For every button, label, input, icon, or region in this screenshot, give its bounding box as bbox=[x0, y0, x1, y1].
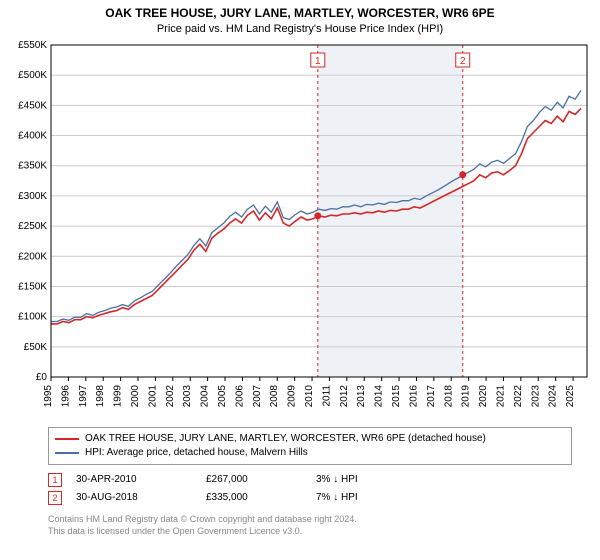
svg-text:2019: 2019 bbox=[461, 385, 472, 408]
svg-text:£100K: £100K bbox=[18, 312, 47, 323]
svg-text:£150K: £150K bbox=[18, 281, 47, 292]
chart-area: £0 £50K £100K £150K £200K £250K £300K £350K £400… bbox=[5, 39, 595, 419]
transaction-price-2: £335,000 bbox=[206, 489, 316, 507]
legend-item-property: OAK TREE HOUSE, JURY LANE, MARTLEY, WORC… bbox=[55, 432, 565, 446]
svg-text:2022: 2022 bbox=[513, 385, 524, 408]
svg-text:£550K: £550K bbox=[18, 40, 47, 51]
svg-text:2008: 2008 bbox=[269, 385, 280, 408]
svg-text:2017: 2017 bbox=[426, 385, 437, 408]
svg-text:£250K: £250K bbox=[18, 221, 47, 232]
svg-text:1999: 1999 bbox=[113, 385, 124, 408]
svg-text:2001: 2001 bbox=[147, 385, 158, 408]
svg-text:£450K: £450K bbox=[18, 100, 47, 111]
svg-text:2010: 2010 bbox=[304, 385, 315, 408]
footer-attribution: Contains HM Land Registry data © Crown c… bbox=[48, 513, 572, 537]
transaction-hpi-1: 3% ↓ HPI bbox=[316, 471, 426, 489]
svg-text:2004: 2004 bbox=[200, 385, 211, 408]
svg-text:£50K: £50K bbox=[24, 342, 48, 353]
svg-text:£350K: £350K bbox=[18, 161, 47, 172]
svg-text:2025: 2025 bbox=[565, 385, 576, 408]
legend-label-property: OAK TREE HOUSE, JURY LANE, MARTLEY, WORC… bbox=[85, 432, 486, 446]
svg-text:1998: 1998 bbox=[95, 385, 106, 408]
transactions-table: 1 30-APR-2010 £267,000 3% ↓ HPI 2 30-AUG… bbox=[48, 471, 572, 507]
svg-text:2021: 2021 bbox=[495, 385, 506, 408]
svg-text:£400K: £400K bbox=[18, 131, 47, 142]
svg-text:2011: 2011 bbox=[321, 385, 332, 407]
svg-text:2012: 2012 bbox=[339, 385, 350, 408]
svg-text:2015: 2015 bbox=[391, 385, 402, 408]
chart-subtitle: Price paid vs. HM Land Registry's House … bbox=[0, 20, 600, 39]
svg-text:2006: 2006 bbox=[234, 385, 245, 408]
svg-text:2: 2 bbox=[460, 56, 466, 67]
transaction-marker-1: 1 bbox=[48, 473, 62, 487]
transaction-row-1: 1 30-APR-2010 £267,000 3% ↓ HPI bbox=[48, 471, 572, 489]
svg-text:2020: 2020 bbox=[478, 385, 489, 408]
transaction-row-2: 2 30-AUG-2018 £335,000 7% ↓ HPI bbox=[48, 489, 572, 507]
legend-swatch-hpi bbox=[55, 452, 79, 454]
svg-text:1: 1 bbox=[315, 56, 321, 67]
transaction-price-1: £267,000 bbox=[206, 471, 316, 489]
svg-text:2023: 2023 bbox=[530, 385, 541, 408]
legend-label-hpi: HPI: Average price, detached house, Malv… bbox=[85, 446, 308, 460]
svg-text:2014: 2014 bbox=[374, 385, 385, 408]
svg-text:2016: 2016 bbox=[408, 385, 419, 408]
legend-item-hpi: HPI: Average price, detached house, Malv… bbox=[55, 446, 565, 460]
svg-text:2013: 2013 bbox=[356, 385, 367, 408]
transaction-marker-2: 2 bbox=[48, 491, 62, 505]
svg-text:2003: 2003 bbox=[182, 385, 193, 408]
svg-text:1995: 1995 bbox=[43, 385, 54, 408]
transaction-date-2: 30-AUG-2018 bbox=[76, 489, 206, 507]
svg-text:2005: 2005 bbox=[217, 385, 228, 408]
svg-text:2000: 2000 bbox=[130, 385, 141, 408]
svg-text:2018: 2018 bbox=[443, 385, 454, 408]
svg-text:1996: 1996 bbox=[60, 385, 71, 408]
svg-text:£200K: £200K bbox=[18, 251, 47, 262]
svg-text:£500K: £500K bbox=[18, 70, 47, 81]
svg-text:£300K: £300K bbox=[18, 191, 47, 202]
svg-text:2024: 2024 bbox=[548, 385, 559, 408]
line-chart-svg: £0 £50K £100K £150K £200K £250K £300K £350K £400… bbox=[5, 39, 595, 419]
legend-swatch-property bbox=[55, 438, 79, 440]
svg-text:2007: 2007 bbox=[252, 385, 263, 408]
chart-title: OAK TREE HOUSE, JURY LANE, MARTLEY, WORC… bbox=[0, 0, 600, 20]
footer-line-2: This data is licensed under the Open Gov… bbox=[48, 525, 572, 537]
svg-text:1997: 1997 bbox=[78, 385, 89, 408]
svg-text:£0: £0 bbox=[36, 372, 48, 383]
legend: OAK TREE HOUSE, JURY LANE, MARTLEY, WORC… bbox=[48, 427, 572, 465]
svg-text:2009: 2009 bbox=[287, 385, 298, 408]
transaction-date-1: 30-APR-2010 bbox=[76, 471, 206, 489]
svg-text:2002: 2002 bbox=[165, 385, 176, 408]
transaction-hpi-2: 7% ↓ HPI bbox=[316, 489, 426, 507]
footer-line-1: Contains HM Land Registry data © Crown c… bbox=[48, 513, 572, 525]
